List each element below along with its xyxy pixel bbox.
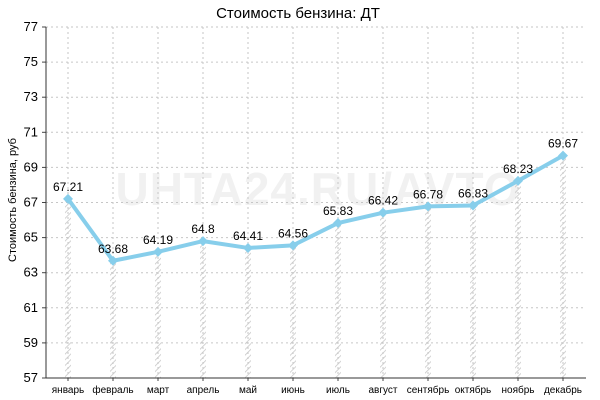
data-label: 63.68 — [98, 242, 128, 256]
y-tick-label: 57 — [24, 370, 38, 385]
x-tick-label: ноябрь — [502, 384, 535, 396]
value-column — [245, 247, 251, 378]
data-label: 64.19 — [143, 233, 173, 247]
series-polyline — [66, 153, 565, 263]
x-tick-label: сентябрь — [407, 384, 450, 396]
data-label: 66.78 — [413, 187, 443, 201]
series-line — [63, 150, 568, 266]
y-tick-label: 71 — [24, 124, 38, 139]
value-column — [110, 260, 116, 378]
value-column — [290, 245, 296, 378]
y-tick-label: 59 — [24, 335, 38, 350]
data-point — [153, 246, 163, 257]
x-tick-label: декабрь — [544, 384, 582, 396]
data-label: 68.23 — [503, 162, 533, 176]
y-tick-label: 65 — [24, 230, 38, 245]
data-point — [423, 201, 433, 212]
data-label: 64.8 — [191, 222, 215, 236]
value-column — [335, 223, 341, 378]
value-column — [425, 206, 431, 378]
axes — [42, 26, 586, 381]
x-tick-label: август — [369, 385, 398, 396]
x-tick-label: октябрь — [455, 384, 492, 396]
y-tick-label: 69 — [24, 159, 38, 174]
value-column — [470, 205, 476, 378]
data-label: 65.83 — [323, 204, 353, 218]
x-tick-label: январь — [52, 385, 84, 396]
y-tick-label: 61 — [24, 300, 38, 315]
data-labels: 67.21 63.68 64.19 64.8 64.41 64.56 65.83 66.42 6… — [53, 137, 578, 256]
value-column — [380, 212, 386, 378]
x-tick-label: февраль — [92, 384, 133, 396]
hatch-columns — [65, 155, 566, 378]
data-label: 64.56 — [278, 226, 308, 240]
y-tick-labels: 57 59 61 63 65 67 69 71 73 75 77 — [24, 19, 38, 385]
x-tick-label: март — [147, 385, 170, 396]
data-point — [198, 236, 208, 247]
value-column — [65, 198, 71, 378]
x-tick-label: апрель — [187, 385, 220, 396]
data-point — [288, 240, 298, 251]
value-column — [200, 241, 206, 378]
y-tick-label: 75 — [24, 54, 38, 69]
data-point — [243, 242, 253, 253]
data-point — [108, 255, 118, 266]
data-label: 64.41 — [233, 229, 263, 243]
y-tick-label: 63 — [24, 265, 38, 280]
x-tick-label: июль — [326, 385, 350, 396]
y-tick-label: 77 — [24, 19, 38, 34]
y-axis-label: Стоимость бензина, руб — [7, 138, 19, 262]
data-label: 69.67 — [548, 137, 578, 151]
x-tick-label: май — [239, 385, 257, 396]
data-label: 66.83 — [458, 186, 488, 200]
value-column — [515, 180, 521, 378]
x-tick-labels: январь февраль март апрель май июнь июль август… — [52, 384, 582, 396]
data-point — [558, 150, 568, 161]
y-tick-label: 67 — [24, 195, 38, 210]
data-label: 67.21 — [53, 180, 83, 194]
x-tick-label: июнь — [281, 385, 305, 396]
value-column — [155, 251, 161, 378]
data-point — [63, 193, 73, 204]
chart-title: Стоимость бензина: ДТ — [216, 5, 380, 22]
data-label: 66.42 — [368, 194, 398, 208]
y-tick-label: 73 — [24, 89, 38, 104]
data-point — [468, 200, 478, 211]
data-point — [378, 207, 388, 218]
value-column — [560, 155, 566, 378]
data-point — [513, 175, 523, 186]
data-point — [333, 218, 343, 229]
